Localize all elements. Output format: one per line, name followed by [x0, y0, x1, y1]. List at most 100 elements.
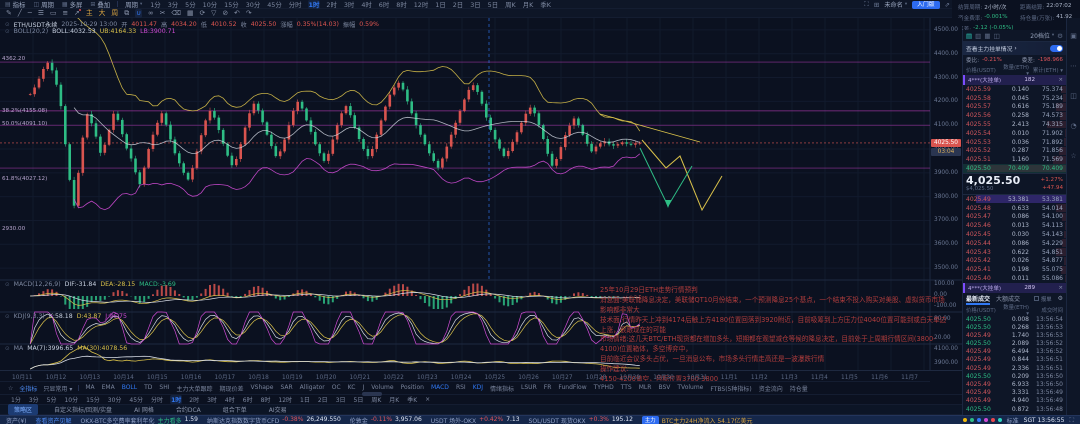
orderbook-row[interactable]: 4025.57 0.616 75.189: [963, 103, 1066, 112]
indicator-LSUR[interactable]: LSUR: [521, 383, 537, 391]
star-icon[interactable]: ☆: [8, 384, 14, 392]
indicator-主力大单跟踪[interactable]: 主力大单跟踪: [176, 385, 213, 393]
last-price-block[interactable]: 4,025.50 $4,025.50 +1.27% +47.94: [963, 172, 1066, 195]
channel-tool-icon[interactable]: ☰: [37, 8, 44, 17]
timeframe-8时[interactable]: 8时: [260, 397, 271, 404]
app-icon[interactable]: [976, 418, 981, 422]
timeframe-3分[interactable]: 3分: [167, 0, 179, 9]
panel-icon[interactable]: ◫: [1070, 92, 1077, 100]
menu-叠加[interactable]: ⊞ 叠加: [90, 0, 110, 9]
col-qty-sort[interactable]: 数量(ETH) ▾: [1003, 304, 1029, 317]
timeframe-10分[interactable]: 10分: [202, 0, 218, 9]
indicator-settings-icon[interactable]: ⊙: [5, 21, 10, 28]
orderbook-row[interactable]: 4025.46 0.013 54.113: [963, 221, 1066, 230]
timeframe-12时[interactable]: 12时: [278, 397, 293, 404]
layout-name-dropdown[interactable]: 未命名 ▾: [884, 0, 907, 9]
indicator-TD[interactable]: TD: [144, 383, 153, 391]
indicator-Volume[interactable]: Volume: [371, 383, 394, 391]
indicator-OC[interactable]: OC: [331, 383, 341, 391]
screenshot-icon[interactable]: ⛶: [864, 0, 869, 8]
trade-row[interactable]: 4025.50 2.089 13:56:52: [963, 340, 1066, 348]
mode-label[interactable]: 标准: [1006, 417, 1019, 424]
indicator-FR[interactable]: FR: [543, 383, 552, 391]
trendline-tool-icon[interactable]: ╱: [17, 8, 22, 17]
timeframe-季K[interactable]: 季K: [540, 0, 551, 9]
eraser-tool-icon[interactable]: ⌫: [171, 8, 182, 17]
main-force-banner[interactable]: 查看主力挂单情况 ›: [963, 42, 1066, 55]
text-main-button[interactable]: 主: [85, 8, 93, 17]
pencil-tool-icon[interactable]: ✎: [6, 8, 12, 17]
timeframe-30分[interactable]: 30分: [245, 0, 261, 9]
horizontal-line-tool-icon[interactable]: ─: [27, 8, 32, 17]
indicator-Position[interactable]: Position: [400, 383, 424, 391]
timeframe-2日[interactable]: 2日: [317, 397, 328, 404]
timeframe-3时[interactable]: 3时: [343, 0, 355, 9]
arrow-tool-icon[interactable]: ↗: [74, 8, 81, 17]
trade-row[interactable]: 4025.49 3.331 13:56:49: [963, 389, 1066, 397]
trade-row[interactable]: 4025.49 2.336 13:56:51: [963, 364, 1066, 372]
col-cum-sort[interactable]: 累计(ETH) ▾: [1032, 68, 1063, 74]
text-large-button[interactable]: 大: [98, 8, 106, 17]
app-icon[interactable]: [997, 418, 1002, 422]
fibonacci-tool-icon[interactable]: ≡: [62, 8, 69, 17]
timeframe-分时[interactable]: 分时: [151, 397, 164, 404]
timeframe-1分[interactable]: 1分: [150, 0, 161, 9]
timeframe-1时[interactable]: 1时: [170, 395, 183, 404]
timeframe-3日[interactable]: 3日: [470, 0, 481, 9]
orderbook-row[interactable]: 4025.45 0.030 54.143: [963, 230, 1066, 239]
redo-tool-icon[interactable]: ↷: [245, 8, 252, 17]
indicator-MA[interactable]: MA: [85, 383, 95, 391]
orderbook-row[interactable]: 4025.50 70.409 70.409: [963, 164, 1066, 173]
indicator-settings-icon[interactable]: ⊙: [5, 281, 10, 288]
app-icon[interactable]: [983, 418, 988, 422]
strategy-tab-组合下单[interactable]: 组合下单: [222, 407, 247, 414]
indicator-settings-icon[interactable]: ⊙: [5, 28, 10, 35]
grid-tool-icon[interactable]: ▦: [187, 8, 194, 17]
close-icon[interactable]: ×: [1058, 77, 1063, 83]
timeframe-4时[interactable]: 4时: [361, 0, 372, 9]
timeframe-周K[interactable]: 周K: [505, 0, 516, 9]
indicator-RSI[interactable]: RSI: [455, 383, 466, 391]
list-view-icon[interactable]: ▥: [975, 31, 982, 40]
text-period-button[interactable]: 周: [111, 8, 119, 17]
fullscreen-icon[interactable]: ⛶: [1069, 415, 1074, 424]
menu-多屏[interactable]: ▦ 多屏: [62, 0, 82, 9]
trade-row[interactable]: 4025.49 1.740 13:56:53: [963, 331, 1066, 339]
orderbook-row[interactable]: 4025.40 0.011 55.086: [963, 274, 1066, 283]
indicator-TYPHD[interactable]: TYPHD: [593, 383, 614, 391]
orderbook-row[interactable]: 4025.42 0.026 54.877: [963, 257, 1066, 266]
depth-view-icon[interactable]: ▤: [966, 31, 973, 40]
broadcast-checkbox[interactable]: 报单: [1033, 295, 1052, 303]
timeframe-6时[interactable]: 6时: [378, 0, 390, 9]
timeframe-45分[interactable]: 45分: [129, 397, 144, 404]
copy-tool-icon[interactable]: ⧉: [124, 8, 130, 17]
sync-tool-icon[interactable]: ⟳: [199, 8, 206, 17]
chart-area[interactable]: ⊙ ETH/USDT永续 2025-10-29 13:00 开 4011.47 高…: [0, 15, 962, 383]
rectangle-tool-icon[interactable]: ▭: [49, 8, 57, 17]
indicator-期现价差[interactable]: 期现价差: [219, 385, 244, 393]
timeframe-季K[interactable]: 季K: [407, 397, 418, 404]
indicator-TTS[interactable]: TTS: [620, 383, 632, 391]
indicator-settings-icon[interactable]: ⊙: [5, 313, 10, 320]
chart-svg[interactable]: [0, 15, 962, 371]
indicator-MACD[interactable]: MACD: [430, 383, 449, 391]
orderbook-row[interactable]: 4025.51 1.160 71.569: [963, 155, 1066, 164]
indicator-settings-icon[interactable]: ⊙: [5, 345, 10, 352]
indicator-SAR[interactable]: SAR: [280, 383, 293, 391]
indicator-KDJ[interactable]: KDJ: [472, 383, 484, 391]
timeframe-3时[interactable]: 3时: [207, 397, 217, 404]
orderbook-row[interactable]: 4025.58 0.045 75.234: [963, 94, 1066, 103]
close-icon[interactable]: ×: [1058, 284, 1063, 291]
orderbook-row[interactable]: 4025.55 2.413 74.315: [963, 120, 1066, 129]
timeframe-3分[interactable]: 3分: [28, 397, 39, 404]
orderbook-row[interactable]: 4025.54 0.010 71.902: [963, 129, 1066, 138]
undo-tool-icon[interactable]: ↶: [234, 8, 240, 17]
preset-dropdown[interactable]: 只显常用 ▾: [43, 385, 73, 393]
trade-row[interactable]: 4025.49 6.494 13:56:52: [963, 348, 1066, 356]
indicator-VShape[interactable]: VShape: [250, 383, 274, 391]
timeframe-1日[interactable]: 1日: [300, 397, 310, 404]
split-view-icon[interactable]: ◫: [993, 31, 1000, 40]
trade-row[interactable]: 4025.50 0.872 13:56:48: [963, 405, 1066, 413]
scissors-tool-icon[interactable]: ✂: [159, 8, 166, 17]
timeframe-45分[interactable]: 45分: [267, 0, 282, 9]
